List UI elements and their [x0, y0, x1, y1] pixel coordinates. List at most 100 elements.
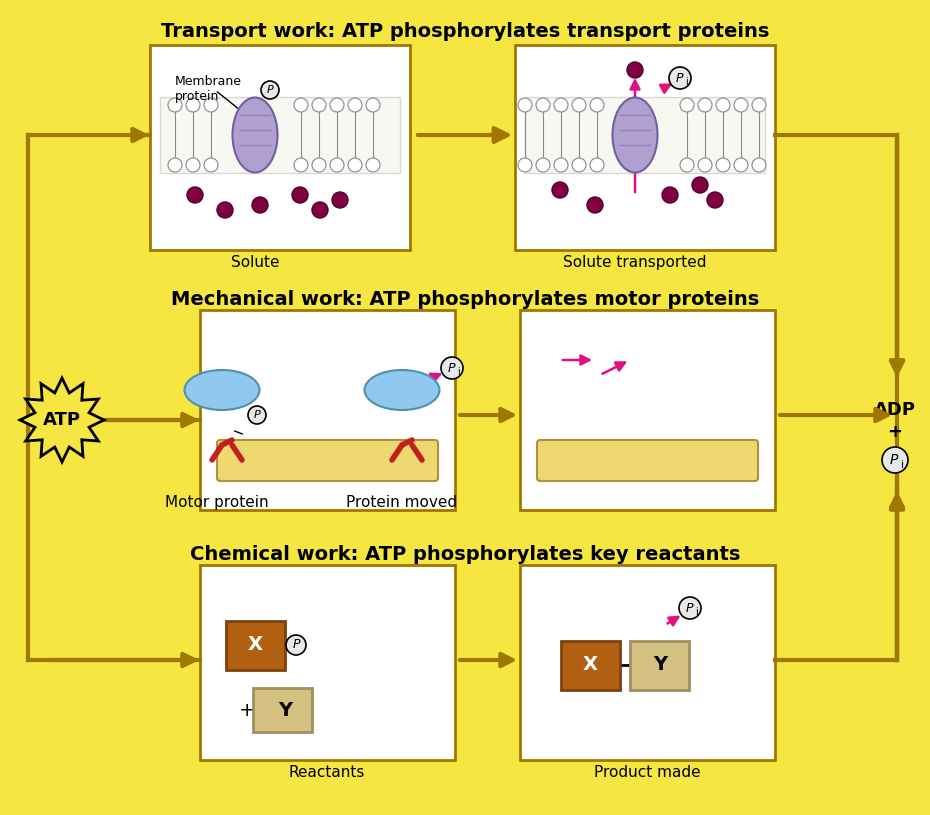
Circle shape	[312, 202, 328, 218]
Circle shape	[330, 98, 344, 112]
Text: P: P	[447, 362, 455, 375]
Text: P: P	[890, 453, 898, 467]
Circle shape	[554, 158, 568, 172]
FancyBboxPatch shape	[561, 641, 620, 690]
Circle shape	[669, 67, 691, 89]
Circle shape	[204, 158, 218, 172]
Circle shape	[587, 197, 603, 213]
Circle shape	[294, 98, 308, 112]
Text: Membrane
protein: Membrane protein	[175, 75, 242, 103]
Bar	[525, 97, 765, 173]
Circle shape	[332, 192, 348, 208]
Text: i: i	[695, 607, 698, 618]
Circle shape	[734, 98, 748, 112]
Ellipse shape	[232, 98, 277, 173]
Circle shape	[312, 158, 326, 172]
Text: X: X	[582, 655, 597, 675]
Circle shape	[217, 202, 233, 218]
Circle shape	[698, 158, 712, 172]
Circle shape	[348, 158, 362, 172]
Text: ADP: ADP	[874, 401, 916, 419]
Circle shape	[716, 158, 730, 172]
Text: P: P	[292, 638, 299, 651]
Circle shape	[186, 98, 200, 112]
FancyBboxPatch shape	[226, 621, 285, 670]
Circle shape	[294, 158, 308, 172]
Circle shape	[734, 158, 748, 172]
Circle shape	[261, 81, 279, 99]
Ellipse shape	[365, 370, 440, 410]
Circle shape	[590, 98, 604, 112]
Circle shape	[186, 158, 200, 172]
Circle shape	[882, 447, 908, 473]
Text: Protein moved: Protein moved	[347, 495, 458, 510]
Polygon shape	[20, 378, 104, 462]
Circle shape	[518, 158, 532, 172]
Circle shape	[168, 158, 182, 172]
Ellipse shape	[613, 98, 658, 173]
Text: P: P	[685, 601, 693, 615]
FancyBboxPatch shape	[630, 641, 689, 690]
Text: i: i	[457, 368, 459, 377]
Text: ATP: ATP	[43, 411, 81, 429]
Circle shape	[590, 158, 604, 172]
Circle shape	[518, 98, 532, 112]
Circle shape	[679, 597, 701, 619]
Text: +: +	[239, 701, 255, 720]
Ellipse shape	[184, 370, 259, 410]
Text: Y: Y	[653, 655, 667, 675]
Text: P: P	[267, 85, 273, 95]
Text: Y: Y	[278, 701, 292, 720]
Circle shape	[187, 187, 203, 203]
Circle shape	[572, 98, 586, 112]
FancyBboxPatch shape	[253, 688, 312, 732]
Circle shape	[366, 98, 380, 112]
Circle shape	[698, 98, 712, 112]
Circle shape	[752, 98, 766, 112]
Text: +: +	[887, 423, 902, 441]
Circle shape	[168, 98, 182, 112]
Text: Chemical work: ATP phosphorylates key reactants: Chemical work: ATP phosphorylates key re…	[190, 545, 740, 564]
Circle shape	[292, 187, 308, 203]
Circle shape	[716, 98, 730, 112]
FancyBboxPatch shape	[537, 440, 758, 481]
FancyBboxPatch shape	[200, 565, 455, 760]
FancyBboxPatch shape	[520, 565, 775, 760]
Circle shape	[680, 98, 694, 112]
Circle shape	[252, 197, 268, 213]
FancyBboxPatch shape	[217, 440, 438, 481]
Circle shape	[554, 98, 568, 112]
Circle shape	[680, 158, 694, 172]
Text: Solute: Solute	[231, 255, 279, 270]
Text: Transport work: ATP phosphorylates transport proteins: Transport work: ATP phosphorylates trans…	[161, 22, 769, 41]
Text: Product made: Product made	[593, 765, 700, 780]
Text: P: P	[254, 410, 260, 420]
Text: Solute transported: Solute transported	[564, 255, 707, 270]
Circle shape	[536, 158, 550, 172]
Circle shape	[286, 635, 306, 655]
Circle shape	[627, 62, 643, 78]
Circle shape	[330, 158, 344, 172]
Circle shape	[248, 406, 266, 424]
Circle shape	[441, 357, 463, 379]
Circle shape	[536, 98, 550, 112]
Text: Motor protein: Motor protein	[166, 495, 269, 510]
Circle shape	[204, 98, 218, 112]
FancyBboxPatch shape	[520, 310, 775, 510]
Circle shape	[348, 98, 362, 112]
Text: i: i	[900, 460, 904, 470]
Circle shape	[552, 182, 568, 198]
Text: P: P	[675, 72, 683, 85]
Text: Mechanical work: ATP phosphorylates motor proteins: Mechanical work: ATP phosphorylates moto…	[171, 290, 759, 309]
Text: X: X	[247, 636, 262, 654]
Circle shape	[707, 192, 723, 208]
Text: Reactants: Reactants	[289, 765, 365, 780]
Circle shape	[662, 187, 678, 203]
Circle shape	[312, 98, 326, 112]
Circle shape	[692, 177, 708, 193]
Circle shape	[366, 158, 380, 172]
Text: i: i	[684, 77, 687, 87]
Circle shape	[572, 158, 586, 172]
Circle shape	[752, 158, 766, 172]
FancyBboxPatch shape	[150, 45, 410, 250]
